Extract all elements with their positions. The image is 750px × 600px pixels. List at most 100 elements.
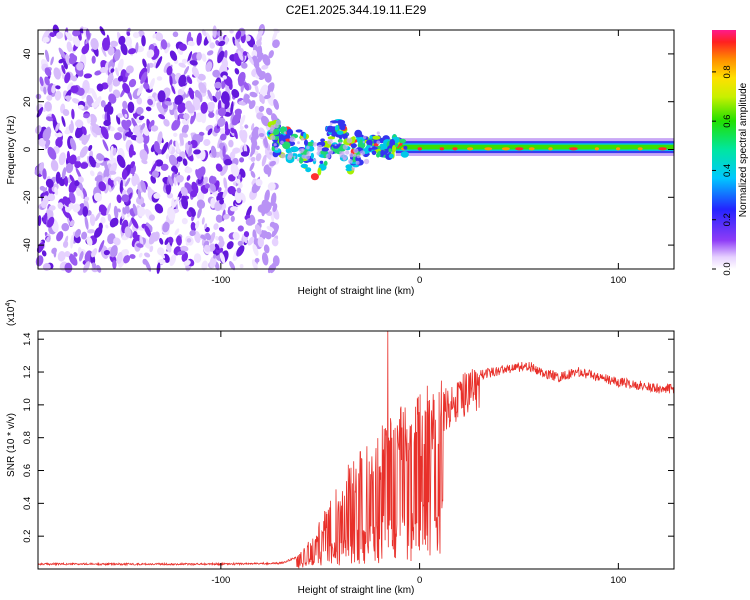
noise-blob (157, 90, 166, 103)
noise-blob (191, 66, 200, 78)
noise-blob (124, 226, 132, 238)
noise-blob (90, 88, 98, 101)
spec-y-tick-label: 40 (22, 49, 33, 60)
noise-blob (136, 243, 144, 248)
noise-blob (258, 105, 265, 112)
noise-blob (39, 185, 46, 191)
noise-blob (68, 203, 74, 210)
noise-blob (83, 73, 93, 79)
colorbar-tick-label: 0.6 (722, 115, 733, 128)
ridge-halo (275, 119, 282, 126)
noise-blob (55, 85, 61, 90)
noise-blob (99, 66, 107, 74)
noise-blob (117, 75, 124, 82)
ridge-blob (345, 164, 353, 169)
ridge-blob (403, 145, 408, 150)
noise-blob (232, 231, 240, 241)
noise-blob (259, 84, 269, 98)
noise-blob (124, 131, 134, 137)
ridge-blob (354, 129, 363, 138)
noise-blob (61, 64, 66, 75)
noise-blob (250, 156, 256, 162)
noise-blob (146, 186, 153, 194)
noise-blob (254, 257, 260, 263)
noise-blob (169, 254, 177, 266)
ridge-halo (287, 152, 294, 158)
noise-blob (228, 174, 236, 182)
noise-blob (44, 101, 52, 112)
snr-y-tick-label: 1.2 (22, 365, 33, 378)
ridge-blob (285, 138, 291, 142)
noise-blob (100, 216, 106, 224)
noise-blob (242, 234, 248, 244)
noise-blob (83, 113, 90, 119)
noise-blob (262, 54, 271, 66)
ridge-blob (317, 167, 322, 176)
noise-blob (128, 78, 137, 88)
noise-blob (271, 238, 279, 247)
figure-title: C2E1.2025.344.19.11.E29 (286, 3, 427, 17)
noise-blob (75, 125, 84, 139)
noise-blob (110, 68, 115, 73)
noise-blob (198, 82, 207, 94)
noise-blob (84, 216, 89, 230)
noise-blob (70, 234, 74, 249)
noise-blob (181, 195, 189, 210)
noise-blob (137, 189, 142, 200)
noise-blob (208, 243, 216, 252)
noise-blob (181, 117, 190, 126)
noise-blob (57, 202, 64, 210)
ridge-blob (282, 141, 291, 150)
noise-blob (187, 51, 193, 63)
snr-background (38, 331, 674, 569)
ridge-blob (400, 151, 409, 158)
ridge-halo (296, 158, 300, 162)
noise-blob (229, 260, 236, 271)
noise-blob (68, 253, 78, 266)
noise-blob (231, 112, 242, 126)
noise-blob (140, 179, 147, 193)
noise-blob (50, 56, 54, 66)
noise-blob (110, 245, 118, 258)
noise-blob (84, 105, 89, 111)
noise-blob (116, 194, 122, 204)
noise-blob (205, 232, 212, 241)
spectrogram-ridge (266, 119, 675, 181)
noise-blob (189, 230, 196, 237)
noise-blob (124, 204, 130, 214)
noise-blob (109, 145, 115, 160)
noise-blob (217, 50, 225, 64)
noise-blob (75, 119, 84, 128)
noise-blob (153, 192, 161, 199)
noise-blob (106, 111, 111, 125)
ridge-halo (317, 147, 322, 152)
ridge-halo (304, 154, 311, 160)
snr-y-tick-label: 0.8 (22, 431, 33, 444)
noise-blob (49, 32, 56, 38)
ridge-blob (336, 119, 346, 125)
ridge-bead (452, 147, 458, 151)
noise-blob (73, 252, 78, 257)
ridge-halo (363, 158, 370, 165)
noise-blob (98, 240, 105, 253)
noise-blob (91, 55, 96, 64)
noise-blob (89, 113, 97, 124)
spectrogram-x-axis-label: Height of straight line (km) (298, 286, 415, 297)
noise-blob (218, 62, 226, 76)
noise-blob (169, 50, 178, 61)
noise-blob (82, 206, 89, 217)
noise-blob (240, 151, 250, 157)
noise-blob (51, 83, 57, 94)
ridge-blob (310, 152, 314, 159)
noise-blob (83, 133, 91, 146)
noise-blob (94, 70, 102, 76)
ridge-halo (273, 143, 277, 147)
noise-blob (153, 141, 160, 153)
noise-blob (196, 51, 202, 61)
noise-blob (80, 162, 89, 169)
noise-blob (115, 67, 120, 77)
ridge-blob (290, 146, 299, 153)
noise-blob (94, 162, 101, 168)
noise-blob (239, 125, 244, 131)
noise-blob (47, 146, 57, 160)
